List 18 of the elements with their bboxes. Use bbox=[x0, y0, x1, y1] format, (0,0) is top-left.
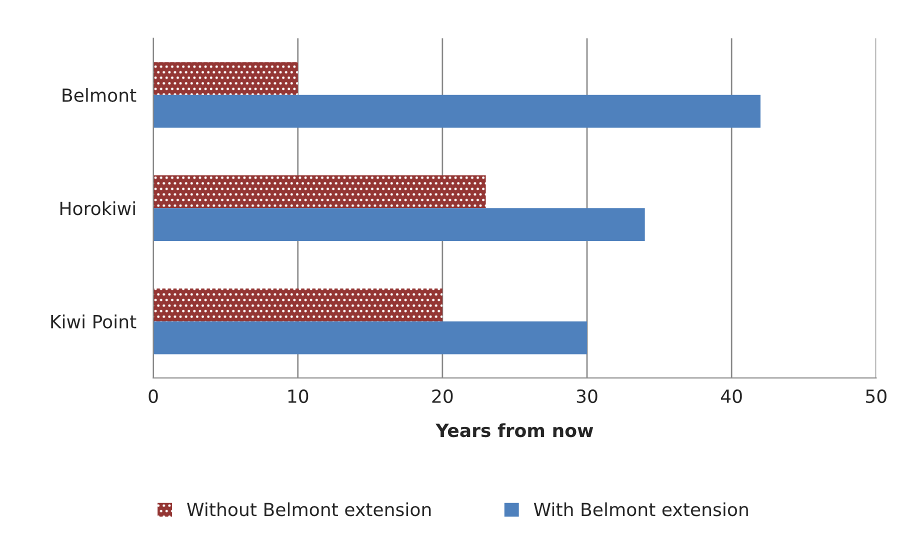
legend-label: Without Belmont extension bbox=[187, 502, 431, 516]
y-tick-label: Horokiwi bbox=[60, 201, 135, 216]
y-tick-label: Kiwi Point bbox=[51, 314, 136, 328]
legend-label: With Belmont extension bbox=[534, 502, 748, 516]
x-tick-label: 10 bbox=[288, 389, 308, 404]
x-axis-title: Years from now bbox=[436, 423, 594, 438]
bar bbox=[153, 94, 760, 128]
bar bbox=[153, 62, 298, 95]
y-tick-label: Belmont bbox=[62, 88, 136, 102]
x-tick-label: 30 bbox=[576, 389, 598, 404]
x-tick-label: 0 bbox=[148, 389, 158, 404]
bar bbox=[153, 288, 442, 322]
bar bbox=[153, 208, 645, 241]
bar bbox=[153, 321, 588, 354]
x-tick-label: 50 bbox=[866, 389, 886, 404]
x-tick-label: 40 bbox=[720, 389, 742, 404]
x-tick-label: 20 bbox=[432, 389, 453, 404]
bar bbox=[153, 175, 486, 208]
